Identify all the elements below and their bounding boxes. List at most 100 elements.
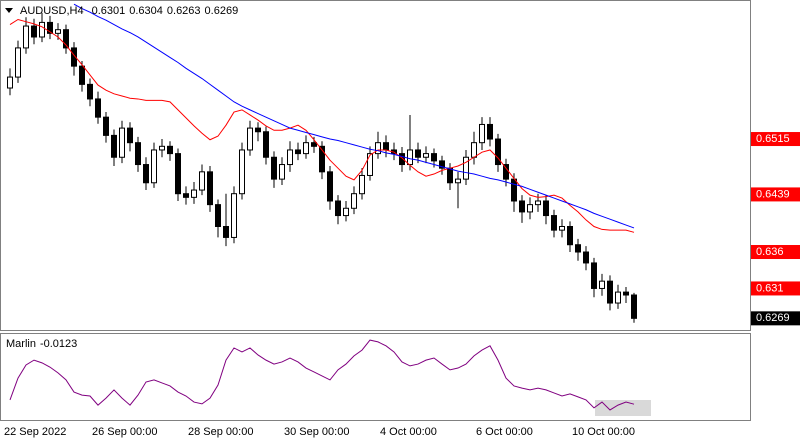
level-label: 0.631 (756, 282, 784, 294)
candle-body (359, 174, 365, 195)
candle-body (295, 149, 301, 155)
header-close: 0.6269 (205, 5, 239, 17)
candle-body (375, 142, 381, 155)
x-tick-label: 28 Sep 00:00 (188, 426, 253, 438)
level-label: 0.6515 (756, 133, 790, 145)
oscillator-name: Marlin (6, 338, 36, 350)
candle-body (287, 149, 293, 166)
candle-body (159, 145, 165, 151)
level-label-box (751, 187, 800, 202)
candle-body (623, 291, 629, 296)
level-label-box (751, 245, 800, 260)
oscillator-header: Marlin -0.0123 (6, 338, 77, 350)
candle-body (519, 200, 525, 213)
oscillator-value: -0.0123 (40, 338, 77, 350)
x-tick-label: 30 Sep 00:00 (284, 426, 349, 438)
candle-body (71, 47, 77, 67)
candle-body (487, 123, 493, 140)
candle-body (383, 142, 389, 151)
candle-body (399, 153, 405, 166)
highlight-box (595, 400, 651, 416)
candle-body (103, 116, 109, 136)
candle-body (615, 291, 621, 304)
candle-body (527, 204, 533, 213)
candle-body (463, 156, 469, 180)
x-tick-label: 4 Oct 00:00 (380, 426, 437, 438)
chart-header: AUDUSD,H4 0.6301 0.6304 0.6263 0.6269 (20, 5, 238, 17)
candle-body (303, 142, 309, 155)
candle-body (415, 149, 421, 158)
marks-layer (7, 3, 637, 411)
candle-body (199, 171, 205, 191)
candle-body (127, 127, 133, 144)
candle-body (543, 200, 549, 217)
candle-body (55, 29, 61, 34)
candle-body (247, 127, 253, 151)
candle-body (239, 149, 245, 195)
candle-body (255, 127, 261, 133)
candle-body (135, 142, 141, 166)
candle-body (423, 153, 429, 158)
moving-average (73, 3, 635, 229)
candle-body (591, 262, 597, 289)
candle-body (319, 145, 325, 173)
header-open: 0.6301 (92, 5, 126, 17)
candle-body (439, 160, 445, 169)
candle-body (583, 251, 589, 264)
candle-body (407, 149, 413, 166)
level-label-box (751, 132, 800, 147)
candle-body (47, 21, 53, 34)
candle-body (223, 225, 229, 238)
x-tick-label: 6 Oct 00:00 (476, 426, 533, 438)
x-tick-label: 26 Sep 00:00 (92, 426, 157, 438)
candle-body (599, 280, 605, 289)
candle-body (191, 189, 197, 198)
header-high: 0.6304 (129, 5, 163, 17)
candle-body (79, 65, 85, 85)
candle-body (39, 21, 45, 38)
candle-body (367, 153, 373, 176)
candle-body (631, 294, 637, 319)
candle-body (511, 178, 517, 202)
candle-body (63, 29, 69, 49)
candle-body (327, 171, 333, 202)
candle-body (335, 200, 341, 217)
candle-body (207, 171, 213, 206)
candle-body (351, 193, 357, 209)
candle-body (479, 123, 485, 144)
candle-body (119, 127, 125, 158)
level-label: 0.6439 (756, 188, 790, 200)
candle-body (215, 204, 221, 227)
candle-body (607, 280, 613, 304)
candle-body (311, 142, 317, 147)
candle-body (431, 153, 437, 162)
candle-body (151, 149, 157, 184)
level-label-box (751, 281, 800, 296)
price-label: 0.6269 (756, 312, 790, 324)
candle-body (23, 25, 29, 49)
moving-average (9, 18, 635, 233)
candle-body (455, 178, 461, 184)
level-label: 0.636 (756, 246, 784, 258)
candle-body (175, 153, 181, 195)
candle-body (143, 164, 149, 184)
candle-body (559, 225, 565, 231)
candle-body (271, 156, 277, 180)
x-tick-label: 10 Oct 00:00 (572, 426, 635, 438)
x-tick-label: 22 Sep 2022 (4, 426, 66, 438)
labels-layer: 0.6515 0.6439 0.636 0.631 0.6269 22 Sep 2022 2… (4, 132, 800, 438)
main-panel (0, 0, 751, 331)
menu-triangle (5, 8, 13, 13)
candle-body (87, 83, 93, 100)
symbol: AUDUSD,H4 (20, 5, 84, 17)
candle-body (495, 138, 501, 166)
candle-body (471, 142, 477, 158)
candle-body (551, 215, 557, 231)
candle-body (167, 145, 173, 155)
candle-body (279, 164, 285, 180)
candle-body (231, 193, 237, 238)
candle-body (575, 244, 581, 253)
header-low: 0.6263 (167, 5, 201, 17)
